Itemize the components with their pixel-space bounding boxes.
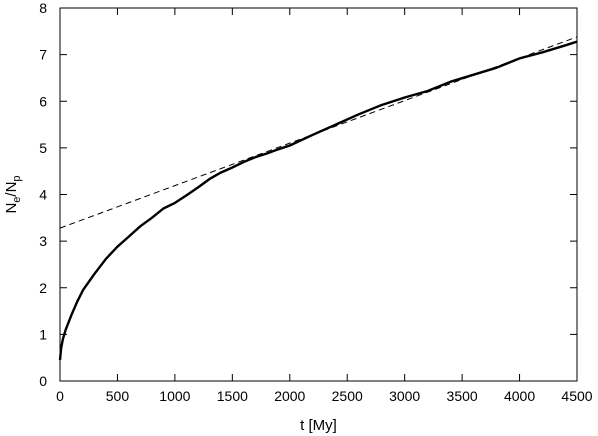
y-label-sub1: e: [11, 197, 23, 203]
y-tick-label: 3: [39, 233, 47, 249]
y-tick-label: 1: [39, 326, 47, 342]
y-label-sub2: p: [11, 175, 23, 181]
x-tick-label: 500: [106, 388, 130, 404]
y-tick-label: 7: [39, 47, 47, 63]
y-axis-label: Ne/Np: [3, 175, 23, 213]
plot-frame: [59, 7, 578, 382]
tick-marks: [59, 7, 578, 382]
x-tick-label: 2000: [274, 388, 305, 404]
tick-labels: 0 500 1000 1500 2000 2500 3000 3500 4000 4500 0 1 2 3…: [39, 0, 593, 404]
y-tick-label: 5: [39, 140, 47, 156]
y-tick-label: 2: [39, 280, 47, 296]
x-tick-label: 1000: [159, 388, 190, 404]
y-tick-label: 0: [39, 373, 47, 389]
x-tick-label: 1500: [217, 388, 248, 404]
y-label-sep: /N: [3, 182, 20, 197]
y-tick-label: 8: [39, 0, 47, 16]
x-tick-label: 4500: [561, 388, 592, 404]
series-layer: [58, 36, 578, 361]
x-tick-label: 2500: [332, 388, 363, 404]
x-axis-label: t [My]: [300, 417, 337, 434]
solid-data-line: [58, 40, 578, 361]
y-tick-label: 6: [39, 93, 47, 109]
x-tick-label: 4000: [504, 388, 535, 404]
x-tick-label: 3500: [447, 388, 478, 404]
x-tick-label: 0: [56, 388, 64, 404]
x-tick-label: 3000: [389, 388, 420, 404]
y-tick-label: 4: [39, 187, 47, 203]
y-label-main: N: [3, 203, 20, 214]
dashed-fit-line: [59, 36, 578, 229]
